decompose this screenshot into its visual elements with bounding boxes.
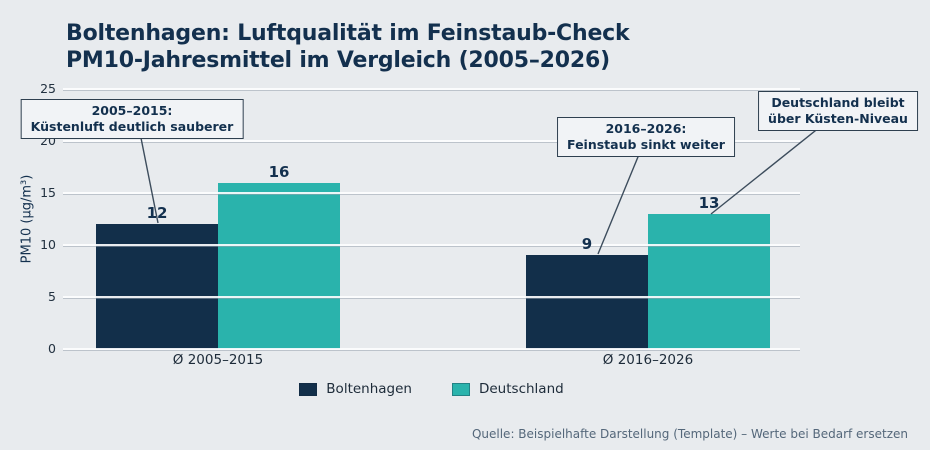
legend-swatch-deutschland <box>451 382 470 396</box>
y-axis-tick-label: 25 <box>40 81 56 96</box>
legend-swatch-boltenhagen <box>299 382 318 396</box>
bar-deutschland-group2 <box>648 213 770 349</box>
y-axis-tick-label: 5 <box>48 289 56 304</box>
gridline-y5 <box>63 296 800 298</box>
annotation-line: über Küsten-Niveau <box>768 111 908 126</box>
legend-label: Boltenhagen <box>326 381 412 397</box>
gridline-y15 <box>63 192 800 194</box>
bar-value-label: 16 <box>268 162 290 181</box>
bar-value-label: 12 <box>146 204 168 223</box>
annotation-box-deutschland-niveau: Deutschland bleibt über Küsten-Niveau <box>758 91 918 131</box>
bar-value-label: 13 <box>698 193 720 212</box>
source-note: Quelle: Beispielhafte Darstellung (Templ… <box>471 427 908 441</box>
bar-boltenhagen-group2 <box>526 255 648 349</box>
annotation-line: 2005–2015: <box>91 103 173 118</box>
chart-title: Boltenhagen: Luftqualität im Feinstaub-C… <box>66 20 630 74</box>
x-axis-category-label: Ø 2016–2026 <box>602 352 694 368</box>
gridline-y10 <box>63 244 800 246</box>
x-axis-category-label: Ø 2005–2015 <box>172 352 264 368</box>
legend-item-boltenhagen: Boltenhagen <box>299 381 412 397</box>
annotation-line: Küstenluft deutlich sauberer <box>30 119 234 134</box>
bar-deutschland-group1 <box>218 182 340 349</box>
gridline-y25 <box>63 88 800 90</box>
y-axis-tick-label: 15 <box>40 185 56 200</box>
y-axis-tick-label: 10 <box>40 237 56 252</box>
chart-title-line2: PM10-Jahresmittel im Vergleich (2005–202… <box>66 48 610 73</box>
gridline-y20 <box>63 140 800 142</box>
legend-item-deutschland: Deutschland <box>451 381 564 397</box>
bar-boltenhagen-group1 <box>96 224 218 349</box>
legend-label: Deutschland <box>478 381 564 397</box>
annotation-line: 2016–2026: <box>605 121 687 136</box>
annotation-line: Deutschland bleibt <box>771 95 905 110</box>
annotation-box-2016-2026: 2016–2026: Feinstaub sinkt weiter <box>557 117 735 157</box>
bar-value-label: 9 <box>581 235 593 254</box>
chart-legend: Boltenhagen Deutschland <box>63 381 800 397</box>
chart-title-line1: Boltenhagen: Luftqualität im Feinstaub-C… <box>66 21 630 46</box>
annotation-line: Feinstaub sinkt weiter <box>567 137 725 152</box>
y-axis-tick-label: 0 <box>48 341 56 356</box>
annotation-box-2005-2015: 2005–2015: Küstenluft deutlich sauberer <box>20 99 244 139</box>
gridline-y0 <box>63 348 800 350</box>
